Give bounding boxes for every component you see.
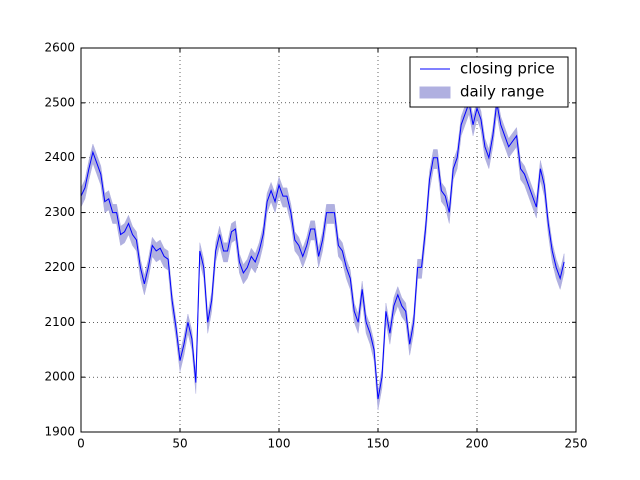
price-line [80,100,565,400]
y-tick-label: 2400 [44,150,75,164]
legend-label: closing price [460,60,555,78]
legend-label: daily range [460,83,544,101]
legend-patch [419,86,451,99]
y-tick-label: 2300 [44,205,75,219]
legend: closing price daily range [409,56,569,108]
x-tick-label: 0 [77,437,85,451]
range-area [80,93,565,411]
y-tick-label: 2500 [44,95,75,109]
y-tick-label: 1900 [44,425,75,439]
y-tick-label: 2200 [44,260,75,274]
x-tick-label: 200 [466,437,489,451]
y-tick-label: 2100 [44,315,75,329]
x-tick-label: 50 [172,437,187,451]
y-tick-label: 2000 [44,370,75,384]
y-tick-label: 2600 [44,41,75,55]
legend-box [409,56,569,108]
x-tick-label: 250 [565,437,588,451]
plot-frame [80,47,577,433]
x-tick-label: 150 [367,437,390,451]
x-tick-label: 100 [268,437,291,451]
plot-area [81,48,576,432]
